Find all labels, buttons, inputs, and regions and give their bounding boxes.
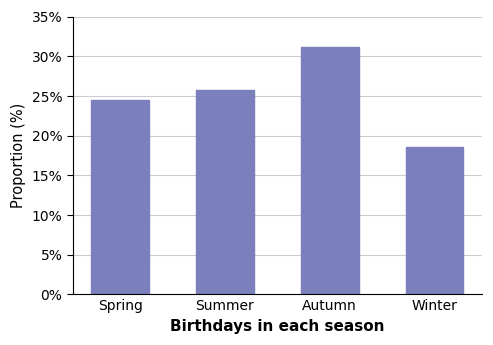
Bar bbox=[196, 90, 254, 295]
X-axis label: Birthdays in each season: Birthdays in each season bbox=[170, 319, 385, 334]
Bar bbox=[406, 147, 463, 295]
Y-axis label: Proportion (%): Proportion (%) bbox=[11, 103, 26, 208]
Bar bbox=[91, 100, 149, 295]
Bar bbox=[301, 47, 358, 295]
